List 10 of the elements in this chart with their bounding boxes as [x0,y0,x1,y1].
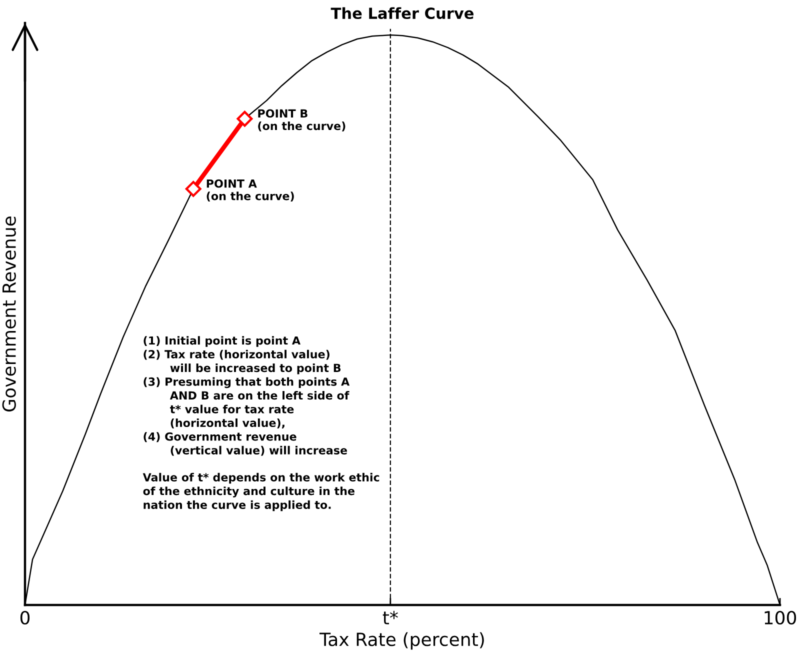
x-axis-title: Tax Rate (percent) [319,632,484,650]
annotation: Value of t* depends on the work ethic of the ethnicity and culture in the nation the curve is applied to. [142,472,380,512]
annotation: POINT A (on the curve) [206,179,294,202]
x-tick-label: 0 [20,610,30,625]
y-axis-title: Government Revenue [2,216,16,412]
text: (1) Initial point is point A (2) Tax rate (horizontal value) will be increased to point B (3) Presuming that both points A AND B are on the left side of t* value for tax rate (horizontal value), (4) Government revenue (vertical value) will increase [144,336,350,456]
annotation: POINT B (on the curve) [258,109,346,132]
x-tick-label: t* [382,610,398,624]
x-tick-label: 100 [764,610,796,625]
chart-title: The Laffer Curve [330,7,474,20]
